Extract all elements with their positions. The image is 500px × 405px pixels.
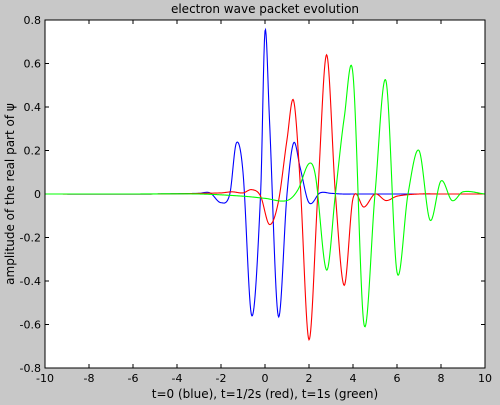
x-axis-label: t=0 (blue), t=1/2s (red), t=1s (green) — [152, 387, 378, 401]
y-tick-label: -0.4 — [20, 275, 41, 288]
y-tick-label: 0.6 — [24, 58, 42, 71]
y-tick-label: -0.2 — [20, 232, 41, 245]
y-tick-label: -0.8 — [20, 362, 41, 375]
series-line-2 — [45, 64, 486, 328]
x-tick-label: -6 — [128, 372, 139, 385]
y-tick-label: 0.8 — [24, 14, 42, 27]
chart-title: electron wave packet evolution — [171, 2, 359, 16]
plot-frame — [44, 19, 486, 369]
x-tick-label: 4 — [350, 372, 357, 385]
y-tick-label: 0 — [34, 188, 41, 201]
y-tick-label: 0.2 — [24, 145, 42, 158]
x-tick-label: -2 — [216, 372, 227, 385]
x-tick-label: -8 — [84, 372, 95, 385]
y-tick-label: -0.6 — [20, 319, 41, 332]
series-group — [45, 27, 486, 341]
x-tick-label: -10 — [36, 372, 54, 385]
x-tick-label: 2 — [306, 372, 313, 385]
y-tick-label: 0.4 — [24, 101, 42, 114]
axis-ticks: -10 -8 -6 -4 -2 0 2 4 6 8 10 -0.8 -0.6 -0.4 -0.2 0 0.2 0.… — [20, 14, 492, 385]
x-tick-label: 10 — [478, 372, 492, 385]
x-tick-label: 6 — [394, 372, 401, 385]
x-tick-label: -4 — [172, 372, 183, 385]
y-axis-label: amplitude of the real part of ψ — [3, 103, 17, 285]
x-tick-label: 8 — [438, 372, 445, 385]
x-tick-label: 0 — [262, 372, 269, 385]
